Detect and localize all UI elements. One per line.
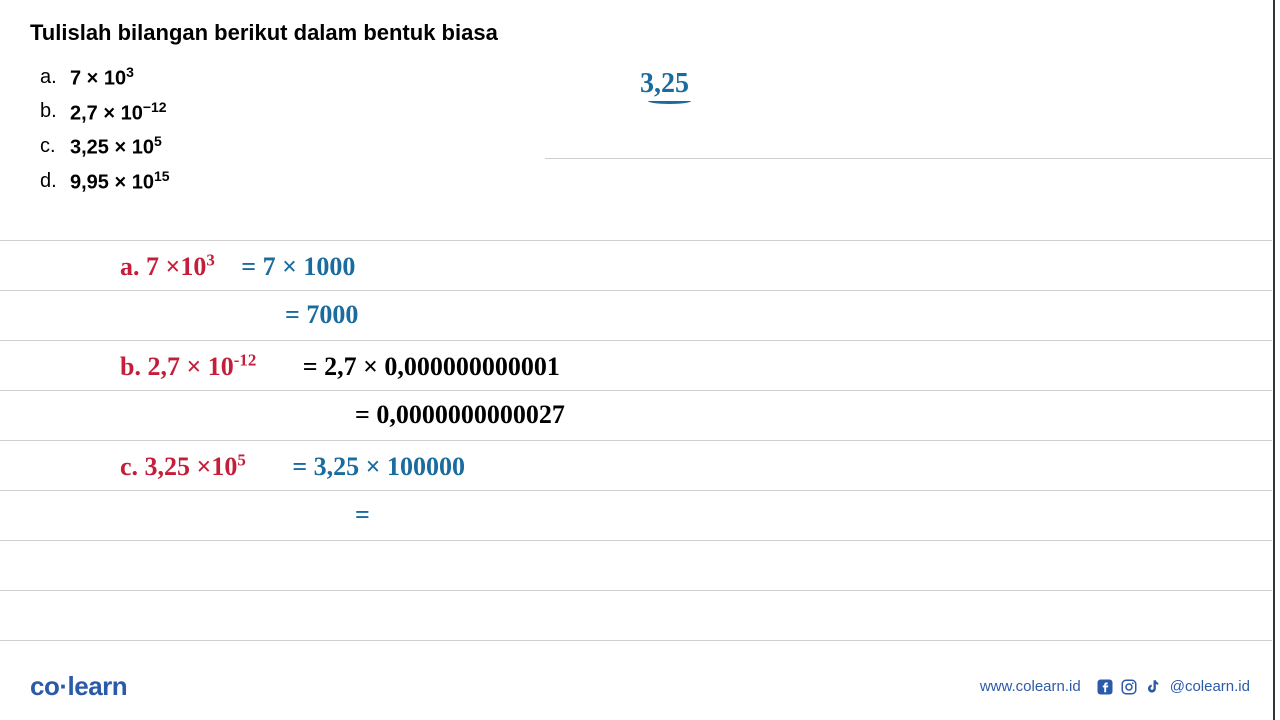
hw-exp: 3 <box>206 250 214 269</box>
handwriting-area: a. 7 ×103 = 7 × 1000 = 7000 b. 2,7 × 10-… <box>0 165 1272 660</box>
question-title: Tulislah bilangan berikut dalam bentuk b… <box>30 20 1250 46</box>
problem-exponent: 5 <box>154 133 162 149</box>
hw-blue-text: = 3,25 × 100000 <box>292 452 465 481</box>
hw-blue-text: = 7 × 1000 <box>241 252 355 281</box>
hw-line-a2: = 7000 <box>285 300 358 330</box>
ruled-line <box>0 490 1272 491</box>
ruled-line <box>0 590 1272 591</box>
problem-label: a. <box>40 66 70 89</box>
hw-text: c. 3,25 ×10 <box>120 452 237 481</box>
tiktok-icon <box>1143 677 1163 697</box>
ruled-line <box>0 240 1272 241</box>
problem-expression: 2,7 × 10−12 <box>70 99 167 126</box>
footer-url: www.colearn.id <box>980 678 1081 695</box>
ruled-line <box>0 440 1272 441</box>
footer: co·learn www.colearn.id @colearn.id <box>30 671 1250 702</box>
handwritten-annotation-top: 3,25 <box>640 68 689 100</box>
social-icons: @colearn.id <box>1095 677 1250 697</box>
hw-line-a: a. 7 ×103 = 7 × 1000 <box>120 250 355 282</box>
problem-exponent: 3 <box>126 64 134 80</box>
ruled-line <box>0 390 1272 391</box>
footer-right: www.colearn.id @colearn.id <box>980 677 1250 697</box>
ruled-line <box>0 290 1272 291</box>
hw-red-text: b. 2,7 × 10-12 <box>120 352 256 381</box>
hw-text: a. 7 ×10 <box>120 252 206 281</box>
hw-exp: 5 <box>237 450 245 469</box>
problem-base: 3,25 × 10 <box>70 137 154 159</box>
hw-line-c: c. 3,25 ×105 = 3,25 × 100000 <box>120 450 465 482</box>
problem-expression: 7 × 103 <box>70 64 134 91</box>
problem-c: c. 3,25 × 105 <box>40 133 1250 160</box>
facebook-icon <box>1095 677 1115 697</box>
problem-expression: 3,25 × 105 <box>70 133 162 160</box>
problem-base: 2,7 × 10 <box>70 102 143 124</box>
problem-b: b. 2,7 × 10−12 <box>40 99 1250 126</box>
page-edge <box>1273 0 1275 720</box>
hw-line-b2: = 0,0000000000027 <box>355 400 565 430</box>
instagram-icon <box>1119 677 1139 697</box>
hw-red-text: c. 3,25 ×105 <box>120 452 246 481</box>
problem-label: c. <box>40 135 70 158</box>
hw-text: b. 2,7 × 10 <box>120 352 234 381</box>
problem-label: b. <box>40 100 70 123</box>
social-handle: @colearn.id <box>1170 678 1250 695</box>
hw-exp: -12 <box>234 350 257 369</box>
ruled-line <box>0 540 1272 541</box>
brand-logo: co·learn <box>30 671 127 702</box>
divider-line <box>545 158 1272 159</box>
hw-line-c2: = <box>355 500 370 530</box>
problem-base: 7 × 10 <box>70 68 126 90</box>
hw-black-text: = 2,7 × 0,000000000001 <box>303 352 560 381</box>
hw-red-text: a. 7 ×103 <box>120 252 215 281</box>
problem-exponent: −12 <box>143 99 167 115</box>
logo-part-learn: learn <box>68 671 128 701</box>
logo-part-co: co <box>30 671 59 701</box>
logo-dot: · <box>59 671 67 701</box>
hw-line-b: b. 2,7 × 10-12 = 2,7 × 0,000000000001 <box>120 350 560 382</box>
ruled-line <box>0 340 1272 341</box>
ruled-line <box>0 640 1272 641</box>
